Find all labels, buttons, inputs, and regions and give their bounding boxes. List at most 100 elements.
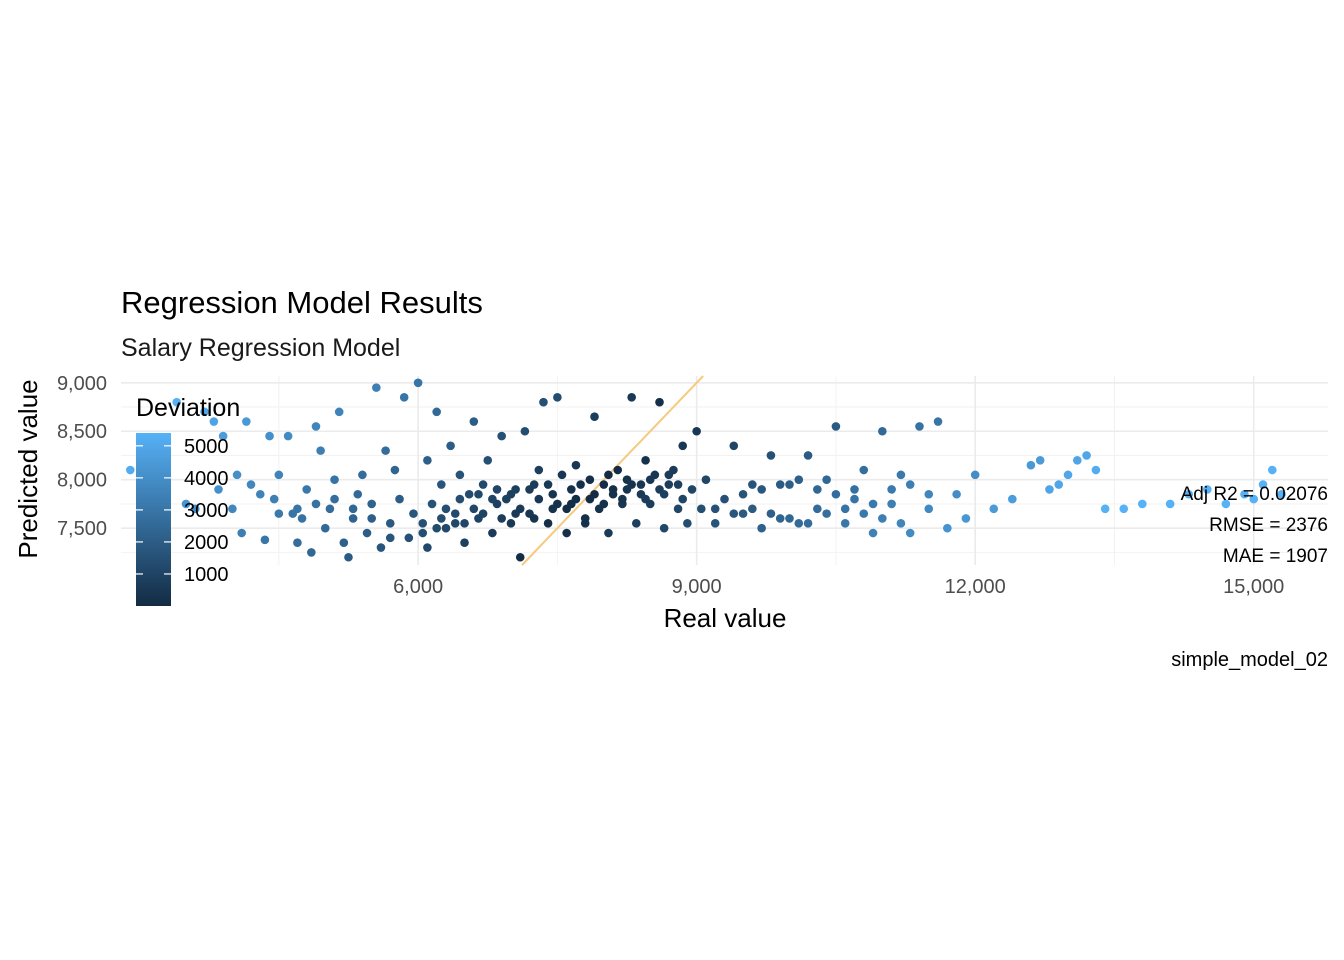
data-point [269,494,279,504]
data-point [1082,451,1091,460]
data-point [469,504,479,514]
data-point [218,431,228,441]
data-point [469,417,479,426]
data-point [905,480,915,489]
data-point [483,456,493,465]
data-point [710,504,720,514]
data-point [896,519,906,528]
data-point [242,417,251,426]
data-point [924,504,934,514]
data-point [868,499,878,509]
data-point [1249,494,1259,504]
data-point [859,509,869,518]
x-tick-label: 6,000 [393,576,443,598]
data-point [1100,504,1110,514]
data-point [636,480,646,489]
legend-tick-label: 5000 [184,436,229,458]
data-point [209,417,219,426]
data-point [813,504,822,514]
y-tick-label: 9,000 [57,373,107,395]
data-point [887,499,896,509]
data-point [464,489,474,499]
data-point [757,485,766,494]
x-axis-ticks: 6,000 9,000 12,000 15,000 [393,576,1284,598]
data-point [692,426,701,436]
data-point [803,519,813,528]
data-point [915,422,924,431]
data-point [534,494,544,504]
data-point [655,397,664,407]
data-point [1063,470,1073,480]
data-point [576,480,585,489]
data-point [385,533,395,543]
data-point [446,441,455,451]
data-point [590,412,599,422]
data-point [822,509,831,518]
data-point [376,543,386,552]
data-point [125,465,135,475]
data-point [567,485,576,494]
data-point [868,528,878,538]
data-point [775,480,785,489]
data-point [228,504,237,514]
data-point [729,441,739,451]
color-legend: Deviation 1000 2000 3000 4000 5000 [136,394,240,606]
chart-caption: simple_model_02 [1171,649,1328,671]
data-point [200,407,209,417]
chart-title: Regression Model Results [121,285,483,320]
data-point [455,470,465,480]
data-point [543,480,553,489]
data-point [390,465,400,475]
legend-tick-label: 4000 [184,468,229,490]
data-point [887,485,896,494]
data-point [905,528,915,538]
data-point [1091,465,1101,475]
data-point [367,514,376,523]
data-point [859,465,869,475]
data-points [125,378,1286,562]
data-point [372,383,381,392]
reference-line [521,375,704,566]
data-point [701,475,711,485]
data-point [813,485,822,494]
data-point [181,499,191,509]
reference-line-group [521,375,704,566]
data-point [260,535,270,545]
legend-tick-label: 2000 [184,532,229,554]
data-point [497,514,506,523]
data-point [687,485,697,494]
data-point [720,494,729,504]
data-point [622,485,632,494]
data-point [785,514,794,523]
data-point [850,485,859,494]
data-point [1165,499,1175,509]
data-point [1258,480,1268,489]
legend-ticks: 1000 2000 3000 4000 5000 [136,436,229,586]
data-point [710,519,720,528]
data-point [831,422,841,431]
data-point [492,485,502,494]
y-tick-label: 8,000 [57,470,107,492]
data-point [274,470,284,480]
data-point [353,489,363,499]
data-point [534,465,544,475]
data-point [562,528,571,538]
y-axis-ticks: 7,500 8,000 8,500 9,000 [57,373,107,540]
data-point [822,475,831,485]
data-point [539,397,548,407]
data-point [678,441,688,451]
data-point [1035,456,1045,465]
data-point [608,485,618,494]
data-point [562,504,571,514]
data-point [683,519,692,528]
data-point [246,480,256,489]
data-point [334,407,344,417]
data-point [553,393,562,402]
data-point [325,504,335,514]
y-axis-title: Predicted value [13,379,43,558]
data-point [237,528,246,538]
data-point [585,475,595,485]
data-point [599,480,609,489]
data-point [404,533,414,543]
data-point [1045,485,1054,494]
